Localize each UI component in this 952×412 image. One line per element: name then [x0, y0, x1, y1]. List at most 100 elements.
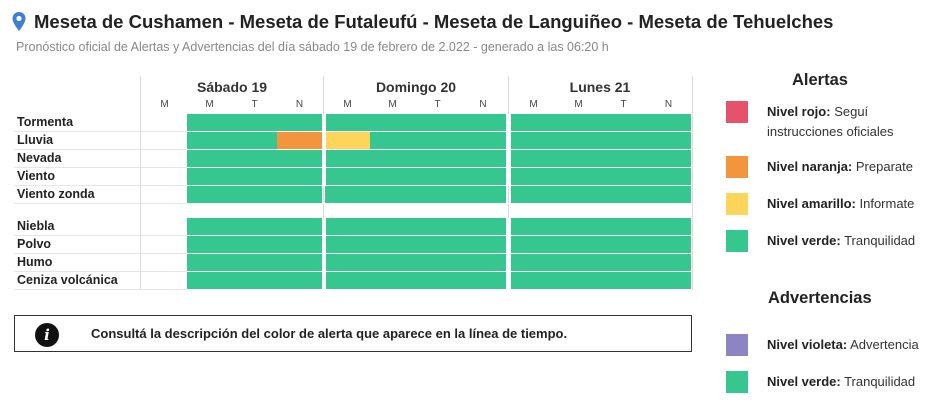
alert-cell-verde[interactable]: [232, 150, 277, 167]
alert-cell-verde[interactable]: [232, 218, 277, 235]
alert-cell-verde[interactable]: [556, 114, 601, 131]
alert-cell-verde[interactable]: [370, 254, 415, 271]
alert-cell-verde[interactable]: [232, 236, 277, 253]
alert-cell-verde[interactable]: [370, 236, 415, 253]
alert-cell-verde[interactable]: [370, 114, 415, 131]
alert-cell-verde[interactable]: [415, 114, 460, 131]
alert-cell-verde[interactable]: [277, 168, 322, 185]
alert-cell-verde[interactable]: [511, 168, 556, 185]
alert-cell-verde[interactable]: [370, 218, 415, 235]
alert-cell-verde[interactable]: [460, 168, 506, 185]
alert-cell-verde[interactable]: [325, 168, 370, 185]
alert-cell-verde[interactable]: [325, 218, 370, 235]
alert-cell-verde[interactable]: [460, 218, 506, 235]
alert-cell-verde[interactable]: [187, 254, 232, 271]
alert-cell-verde[interactable]: [556, 272, 601, 289]
alert-cell-verde[interactable]: [187, 236, 232, 253]
alert-cell-verde[interactable]: [277, 218, 322, 235]
alert-cell-verde[interactable]: [325, 150, 370, 167]
alert-cell-verde[interactable]: [370, 168, 415, 185]
alert-cell-verde[interactable]: [646, 168, 691, 185]
alert-cell-verde[interactable]: [460, 132, 506, 149]
alert-cell-verde[interactable]: [460, 236, 506, 253]
alert-cell-verde[interactable]: [601, 132, 646, 149]
alert-cell-verde[interactable]: [601, 150, 646, 167]
alert-cell-verde[interactable]: [511, 132, 556, 149]
alert-cell-verde[interactable]: [511, 218, 556, 235]
alert-cell-verde[interactable]: [556, 132, 601, 149]
alert-cell-verde[interactable]: [370, 186, 415, 203]
alert-cell-verde[interactable]: [556, 254, 601, 271]
alert-cell-verde[interactable]: [232, 132, 277, 149]
alert-cell-verde[interactable]: [415, 254, 460, 271]
alert-cell-verde[interactable]: [277, 272, 322, 289]
alert-cell-verde[interactable]: [325, 114, 370, 131]
alert-cell-verde[interactable]: [187, 186, 232, 203]
alert-cell-verde[interactable]: [187, 150, 232, 167]
alert-cell-verde[interactable]: [460, 186, 506, 203]
alert-cell-verde[interactable]: [325, 236, 370, 253]
alert-cell-verde[interactable]: [511, 186, 556, 203]
alert-cell-verde[interactable]: [415, 272, 460, 289]
alert-cell-verde[interactable]: [325, 272, 370, 289]
alert-cell-verde[interactable]: [415, 132, 460, 149]
alert-cell-verde[interactable]: [277, 236, 322, 253]
alert-cell-verde[interactable]: [187, 272, 232, 289]
alert-cell-verde[interactable]: [556, 236, 601, 253]
alert-cell-verde[interactable]: [601, 186, 646, 203]
alert-cell-verde[interactable]: [415, 168, 460, 185]
alert-cell-verde[interactable]: [460, 272, 506, 289]
alert-cell-verde[interactable]: [601, 168, 646, 185]
alert-cell-verde[interactable]: [556, 150, 601, 167]
alert-cell-verde[interactable]: [370, 272, 415, 289]
alert-cell-verde[interactable]: [511, 236, 556, 253]
alert-cell-verde[interactable]: [646, 150, 691, 167]
alert-cell-verde[interactable]: [415, 186, 460, 203]
alert-cell-verde[interactable]: [646, 254, 691, 271]
alert-cell-verde[interactable]: [601, 272, 646, 289]
alert-cell-verde[interactable]: [415, 150, 460, 167]
alert-cell-verde[interactable]: [232, 168, 277, 185]
alert-cell-verde[interactable]: [187, 168, 232, 185]
alert-cell-verde[interactable]: [601, 236, 646, 253]
alert-cell-verde[interactable]: [277, 114, 322, 131]
alert-cell-verde[interactable]: [187, 114, 232, 131]
alert-cell-verde[interactable]: [415, 236, 460, 253]
phenomenon-label: Niebla: [17, 219, 55, 233]
alert-cell-verde[interactable]: [511, 272, 556, 289]
alert-cell-verde[interactable]: [277, 254, 322, 271]
alert-cell-verde[interactable]: [556, 218, 601, 235]
alert-cell-verde[interactable]: [601, 218, 646, 235]
alert-cell-verde[interactable]: [646, 132, 691, 149]
alert-cell-naranja[interactable]: [277, 132, 322, 149]
alert-cell-verde[interactable]: [646, 218, 691, 235]
alert-cell-verde[interactable]: [646, 114, 691, 131]
alert-cell-verde[interactable]: [601, 254, 646, 271]
alert-cell-verde[interactable]: [370, 150, 415, 167]
alert-cell-verde[interactable]: [277, 150, 322, 167]
alert-cell-verde[interactable]: [646, 236, 691, 253]
alert-cell-verde[interactable]: [646, 272, 691, 289]
alert-cell-verde[interactable]: [187, 218, 232, 235]
alert-cell-verde[interactable]: [511, 114, 556, 131]
alert-cell-verde[interactable]: [232, 272, 277, 289]
alert-cell-verde[interactable]: [646, 186, 691, 203]
alert-cell-verde[interactable]: [415, 218, 460, 235]
alert-cell-verde[interactable]: [232, 186, 277, 203]
alert-cell-verde[interactable]: [511, 254, 556, 271]
alert-cell-verde[interactable]: [460, 150, 506, 167]
alert-cell-verde[interactable]: [370, 132, 415, 149]
alert-cell-verde[interactable]: [232, 114, 277, 131]
alert-cell-verde[interactable]: [601, 114, 646, 131]
alert-cell-verde[interactable]: [460, 114, 506, 131]
alert-cell-verde[interactable]: [277, 186, 322, 203]
alert-cell-verde[interactable]: [556, 186, 601, 203]
alert-cell-verde[interactable]: [325, 254, 370, 271]
alert-cell-verde[interactable]: [187, 132, 232, 149]
alert-cell-verde[interactable]: [460, 254, 506, 271]
alert-cell-verde[interactable]: [325, 186, 370, 203]
alert-cell-verde[interactable]: [232, 254, 277, 271]
alert-cell-amarillo[interactable]: [325, 132, 370, 149]
alert-cell-verde[interactable]: [556, 168, 601, 185]
alert-cell-verde[interactable]: [511, 150, 556, 167]
